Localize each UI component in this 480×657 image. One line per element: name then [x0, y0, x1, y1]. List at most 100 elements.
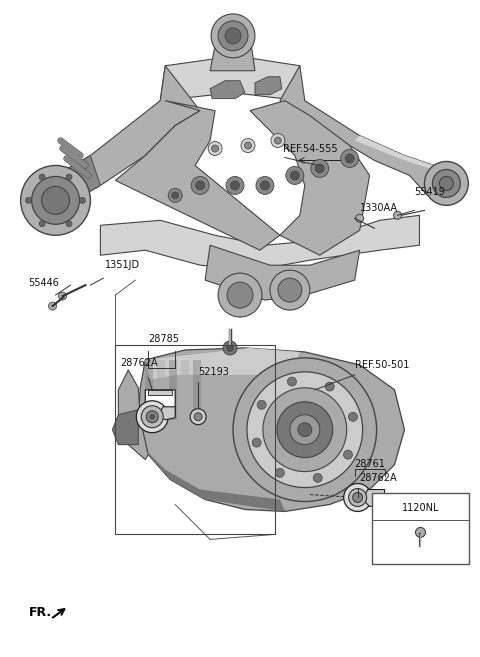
Polygon shape: [112, 410, 138, 445]
Circle shape: [212, 145, 218, 152]
Circle shape: [218, 21, 248, 51]
Circle shape: [353, 493, 363, 503]
Text: 52193: 52193: [198, 367, 229, 377]
Text: 28762A: 28762A: [360, 472, 397, 482]
Circle shape: [416, 528, 425, 537]
Circle shape: [394, 212, 402, 219]
Text: 55446: 55446: [29, 278, 60, 288]
Circle shape: [348, 489, 367, 507]
Circle shape: [356, 214, 364, 222]
Circle shape: [256, 177, 274, 194]
Polygon shape: [145, 390, 175, 418]
Circle shape: [275, 137, 281, 144]
Circle shape: [190, 409, 206, 424]
Circle shape: [168, 189, 182, 202]
Circle shape: [218, 273, 262, 317]
Circle shape: [252, 438, 261, 447]
Circle shape: [313, 474, 322, 482]
Circle shape: [315, 164, 324, 173]
Circle shape: [286, 166, 304, 185]
Circle shape: [244, 142, 252, 149]
Polygon shape: [280, 66, 447, 200]
Circle shape: [341, 150, 359, 168]
Circle shape: [196, 181, 204, 190]
Circle shape: [278, 278, 302, 302]
Circle shape: [80, 197, 85, 204]
Polygon shape: [181, 360, 189, 420]
Circle shape: [32, 177, 80, 224]
Circle shape: [226, 177, 244, 194]
Text: REF.50-501: REF.50-501: [355, 360, 409, 370]
Circle shape: [223, 341, 237, 355]
Circle shape: [263, 388, 347, 472]
Circle shape: [276, 468, 284, 478]
Polygon shape: [145, 348, 300, 380]
Circle shape: [261, 181, 269, 190]
Circle shape: [225, 28, 241, 44]
Text: 28762A: 28762A: [120, 358, 158, 368]
Circle shape: [208, 141, 222, 156]
Polygon shape: [193, 360, 201, 420]
Circle shape: [191, 177, 209, 194]
Text: REF.54-555: REF.54-555: [283, 143, 337, 154]
Circle shape: [247, 372, 363, 487]
Circle shape: [230, 181, 240, 190]
Circle shape: [270, 270, 310, 310]
Polygon shape: [366, 489, 384, 507]
Circle shape: [39, 174, 45, 180]
Text: FR.: FR.: [29, 606, 52, 619]
Circle shape: [141, 406, 163, 428]
Circle shape: [290, 415, 320, 445]
Polygon shape: [255, 77, 282, 95]
Circle shape: [271, 133, 285, 148]
Polygon shape: [100, 215, 420, 270]
Polygon shape: [355, 135, 447, 183]
Polygon shape: [50, 156, 100, 210]
FancyBboxPatch shape: [372, 493, 469, 564]
Circle shape: [211, 14, 255, 58]
Polygon shape: [148, 390, 172, 395]
Text: 1330AA: 1330AA: [360, 203, 397, 214]
Circle shape: [227, 282, 253, 308]
Circle shape: [146, 411, 158, 422]
Polygon shape: [250, 101, 370, 255]
Circle shape: [241, 139, 255, 152]
Circle shape: [48, 302, 57, 310]
Text: 1351JD: 1351JD: [106, 260, 141, 270]
Circle shape: [66, 174, 72, 180]
Circle shape: [325, 382, 334, 391]
Circle shape: [194, 413, 202, 420]
Text: 28785: 28785: [148, 334, 179, 344]
Polygon shape: [160, 58, 300, 101]
Circle shape: [345, 154, 354, 163]
Circle shape: [348, 413, 358, 421]
Polygon shape: [161, 407, 175, 420]
Text: 1120NL: 1120NL: [402, 503, 439, 512]
Circle shape: [149, 414, 155, 420]
Circle shape: [257, 400, 266, 409]
Polygon shape: [169, 360, 177, 420]
Polygon shape: [145, 449, 285, 511]
Circle shape: [227, 344, 233, 351]
Polygon shape: [138, 348, 405, 511]
Circle shape: [42, 187, 70, 214]
Polygon shape: [210, 36, 255, 71]
Circle shape: [344, 450, 352, 459]
Polygon shape: [119, 370, 148, 460]
Text: 28761: 28761: [355, 459, 385, 468]
Polygon shape: [157, 360, 165, 420]
Circle shape: [439, 177, 454, 191]
Circle shape: [344, 484, 372, 511]
Circle shape: [172, 192, 179, 199]
Circle shape: [288, 377, 296, 386]
Circle shape: [59, 292, 67, 300]
Circle shape: [136, 401, 168, 433]
Polygon shape: [210, 81, 245, 99]
Polygon shape: [205, 245, 360, 300]
Circle shape: [21, 166, 90, 235]
Polygon shape: [46, 66, 200, 206]
Circle shape: [66, 221, 72, 227]
Circle shape: [311, 160, 329, 177]
Circle shape: [298, 422, 312, 437]
Circle shape: [25, 197, 32, 204]
